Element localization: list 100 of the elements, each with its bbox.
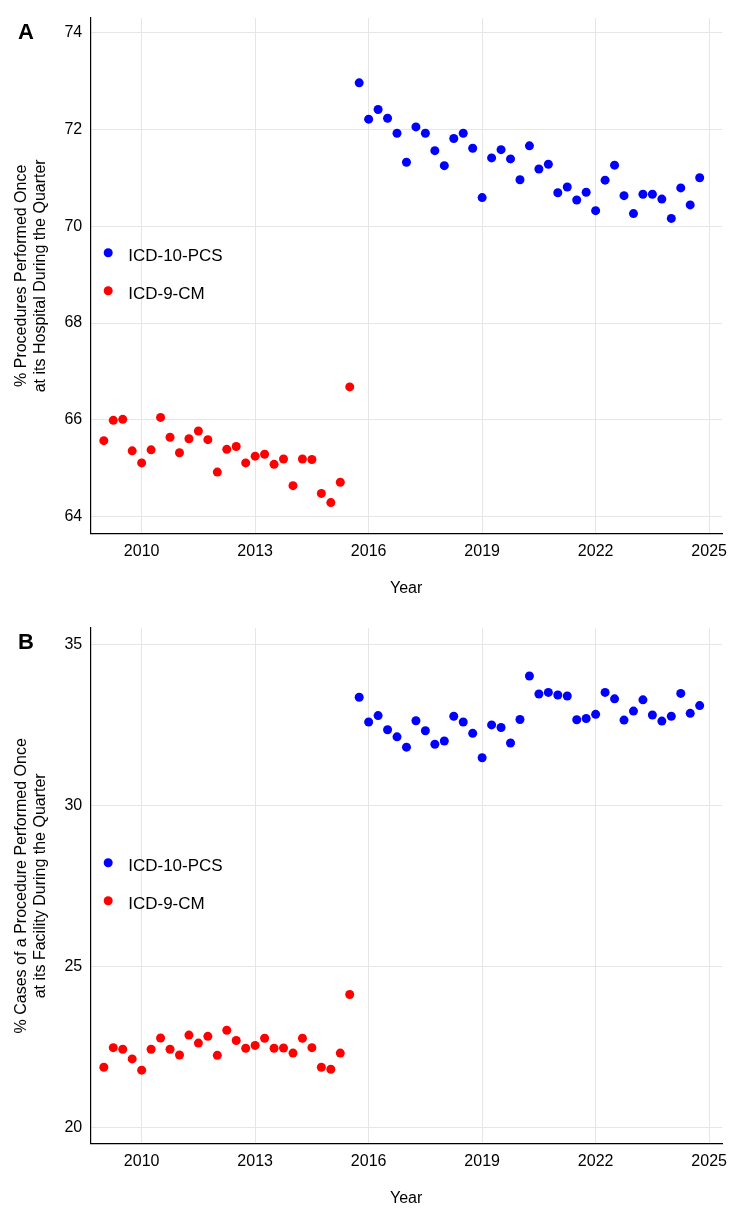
point <box>156 412 166 422</box>
x-tick-label: 2019 <box>464 1151 501 1169</box>
point <box>695 701 705 711</box>
point <box>326 1064 336 1074</box>
point <box>439 161 449 171</box>
point <box>231 441 241 451</box>
point <box>496 145 506 155</box>
x-tick-label: 2013 <box>237 1151 274 1169</box>
point <box>279 1043 289 1053</box>
point <box>647 189 657 199</box>
point <box>335 477 345 487</box>
point <box>647 710 657 720</box>
point <box>288 481 298 491</box>
point <box>307 1043 317 1053</box>
y-tick-label: 66 <box>64 410 83 428</box>
point <box>676 688 686 698</box>
point <box>553 690 563 700</box>
x-tick-label: 2025 <box>691 1151 728 1169</box>
point <box>108 415 118 425</box>
point <box>411 716 421 726</box>
point <box>269 1043 279 1053</box>
point <box>619 715 629 725</box>
x-axis-title: Year <box>389 578 423 596</box>
point <box>458 717 468 727</box>
point <box>591 206 601 216</box>
point <box>373 105 383 114</box>
point <box>572 715 582 725</box>
y-tick-label: 72 <box>64 119 83 137</box>
point <box>146 445 156 455</box>
point <box>137 1065 147 1075</box>
point <box>99 1062 109 1072</box>
point <box>174 1050 184 1060</box>
point <box>628 209 638 219</box>
point <box>297 1033 307 1043</box>
x-tick-label: 2025 <box>691 541 728 559</box>
x-tick-label: 2022 <box>577 541 614 559</box>
x-tick-label: 2016 <box>350 541 387 559</box>
point <box>430 146 440 156</box>
point <box>411 122 421 132</box>
point <box>297 454 307 464</box>
point <box>581 187 591 197</box>
x-tick-label: 2022 <box>577 1151 614 1169</box>
point <box>108 1043 118 1053</box>
point <box>628 706 638 716</box>
point <box>307 455 317 465</box>
point <box>515 714 525 724</box>
point <box>392 732 402 742</box>
point <box>193 1038 203 1048</box>
point <box>335 1048 345 1058</box>
y-tick-label: 64 <box>64 507 83 525</box>
point <box>212 1050 222 1060</box>
point <box>146 1044 156 1054</box>
legend-label: ICD-10-PCS <box>128 246 223 266</box>
point <box>165 1044 175 1054</box>
legend-label: ICD-10-PCS <box>128 856 223 876</box>
point <box>316 1062 326 1072</box>
point <box>534 164 544 174</box>
point <box>165 432 175 442</box>
point <box>477 753 487 763</box>
point <box>600 687 610 697</box>
point <box>581 714 591 723</box>
point <box>260 449 270 459</box>
point <box>127 446 137 456</box>
point <box>449 711 459 721</box>
y-tick-label: 70 <box>64 216 83 234</box>
point <box>383 725 393 735</box>
y-tick-label: 35 <box>64 634 83 652</box>
point <box>231 1036 241 1046</box>
point <box>212 467 222 477</box>
point <box>666 213 676 223</box>
point <box>562 182 572 192</box>
point <box>222 444 232 454</box>
point <box>619 191 629 201</box>
point <box>250 451 260 461</box>
point <box>118 1044 128 1054</box>
point <box>610 160 620 170</box>
point <box>118 414 128 424</box>
point <box>695 173 705 183</box>
point <box>316 488 326 498</box>
text: A <box>18 19 34 45</box>
y-tick-label: 20 <box>64 1117 83 1135</box>
point <box>392 128 402 138</box>
point <box>657 194 667 204</box>
x-tick-label: 2010 <box>123 541 160 559</box>
point <box>241 458 251 468</box>
x-axis-title: Year <box>389 1188 423 1206</box>
y-tick-label: 68 <box>64 313 83 331</box>
point <box>666 711 676 721</box>
x-tick-label: 2013 <box>237 541 274 559</box>
point <box>260 1033 270 1043</box>
legend-label: ICD-9-CM <box>128 284 205 304</box>
point <box>638 189 648 199</box>
y-tick-label: 74 <box>64 22 83 40</box>
point <box>288 1048 298 1058</box>
point <box>524 141 534 151</box>
point <box>174 448 184 458</box>
point <box>524 671 534 681</box>
point <box>562 691 572 701</box>
point <box>515 175 525 185</box>
point <box>383 113 393 123</box>
